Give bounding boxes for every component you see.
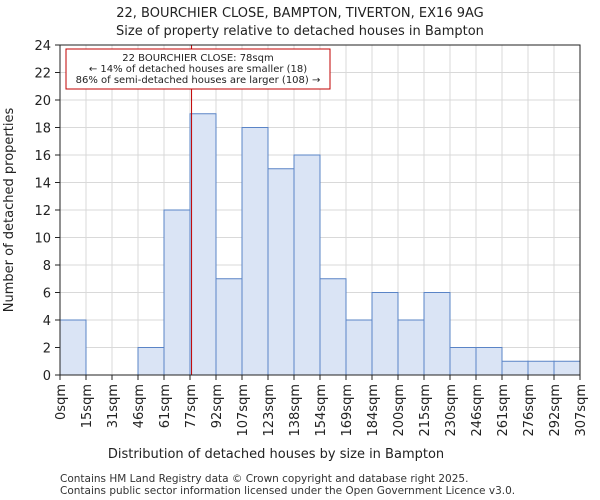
bar-107sqm [241,127,269,376]
x-tick-label-4: 61sqm [158,384,173,428]
x-tick-label-9: 138sqm [288,384,303,437]
bars [59,113,581,376]
y-axis-label: Number of detached properties [2,108,17,313]
y-tick-label-7: 14 [34,177,51,192]
y-tick-label-2: 4 [43,314,51,329]
x-tick-label-3: 46sqm [132,384,147,428]
bar-46sqm [137,347,165,376]
x-tick-label-10: 154sqm [314,384,329,437]
x-tick-label-14: 215sqm [418,384,433,437]
x-tick-label-2: 31sqm [106,384,121,428]
bar-261sqm [501,360,529,376]
x-tick-label-19: 292sqm [548,384,563,437]
bar-92sqm [215,278,243,376]
y-tick-label-8: 16 [34,149,51,164]
annotation-line-1: 22 BOURCHIER CLOSE: 78sqm [122,53,273,64]
y-tick-label-1: 2 [43,342,51,357]
annotation-line-3: 86% of semi-detached houses are larger (… [76,75,321,86]
bar-0sqm [59,319,87,376]
x-tick-label-0: 0sqm [54,384,69,420]
y-tick-label-9: 18 [34,122,51,137]
x-axis-label: Distribution of detached houses by size … [108,447,444,462]
x-tick-label-16: 246sqm [470,384,485,437]
bar-292sqm [553,360,581,376]
bar-77sqm [189,113,217,376]
bar-154sqm [319,278,347,376]
bar-276sqm [527,360,555,376]
bar-200sqm [397,319,425,376]
x-tick-label-18: 276sqm [522,384,537,437]
y-tick-label-3: 6 [43,287,51,302]
annotation-border [65,48,331,90]
x-tick-label-12: 184sqm [366,384,381,437]
annotation-line-2: ← 14% of detached houses are smaller (18… [89,64,307,75]
x-tick-label-20: 307sqm [574,384,589,437]
x-tick-label-5: 77sqm [184,384,199,428]
x-tick-label-8: 123sqm [262,384,277,437]
annotation-box: 22 BOURCHIER CLOSE: 78sqm ← 14% of detac… [65,48,331,90]
plot-frame [59,44,581,376]
chart-title: 22, BOURCHIER CLOSE, BAMPTON, TIVERTON, … [116,6,483,21]
x-tick-label-11: 169sqm [340,384,355,437]
bar-169sqm [345,319,373,376]
bar-123sqm [267,168,295,376]
y-tick-label-12: 24 [34,39,51,54]
y-tick-label-10: 20 [34,94,51,109]
bar-230sqm [449,347,477,376]
y-tick-label-11: 22 [34,67,51,82]
chart-subtitle: Size of property relative to detached ho… [116,24,484,39]
y-tick-label-6: 12 [34,204,51,219]
x-tick-label-6: 92sqm [210,384,225,428]
bar-246sqm [475,347,503,376]
y-tick-label-4: 8 [43,259,51,274]
x-tick-label-17: 261sqm [496,384,511,437]
y-tick-label-5: 10 [34,232,51,247]
bar-61sqm [163,209,191,376]
x-tick-label-1: 15sqm [80,384,95,428]
footer-line-2: Contains public sector information licen… [60,485,515,497]
x-tick-label-15: 230sqm [444,384,459,437]
x-tick-label-7: 107sqm [236,384,251,437]
bar-138sqm [293,154,321,376]
bar-184sqm [371,292,399,376]
footer-line-1: Contains HM Land Registry data © Crown c… [60,473,468,485]
y-tick-label-0: 0 [43,369,51,384]
x-axis-ticks: 0sqm 15sqm 31sqm 46sqm 61sqm 77sqm 92sqm 107sqm… [54,375,589,437]
x-tick-label-13: 200sqm [392,384,407,437]
bar-215sqm [423,292,451,376]
